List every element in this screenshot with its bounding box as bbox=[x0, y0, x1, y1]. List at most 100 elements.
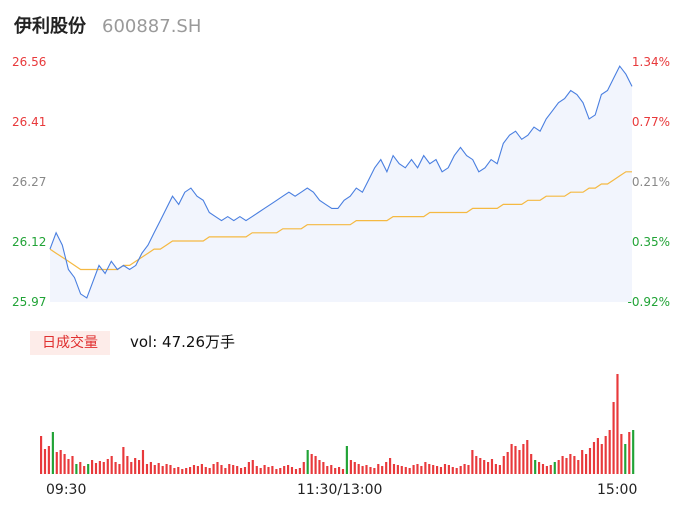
volume-bar bbox=[439, 467, 443, 474]
volume-bar bbox=[326, 466, 329, 474]
volume-bar bbox=[585, 454, 588, 474]
volume-bar bbox=[592, 442, 596, 474]
volume-bar bbox=[110, 456, 113, 474]
volume-bar bbox=[483, 460, 486, 474]
volume-bar bbox=[487, 462, 490, 474]
volume-bar bbox=[494, 464, 497, 474]
volume-bar bbox=[361, 466, 364, 474]
volume-bar bbox=[216, 462, 219, 474]
volume-bar bbox=[463, 464, 466, 474]
y-tick-right-3: 0.21% bbox=[631, 175, 670, 189]
volume-bar bbox=[59, 450, 62, 474]
volume-bar bbox=[408, 468, 411, 474]
volume-bar bbox=[541, 464, 545, 474]
volume-bar bbox=[322, 462, 325, 474]
volume-bar bbox=[573, 456, 576, 474]
volume-bar bbox=[145, 464, 149, 474]
price-area bbox=[50, 66, 632, 302]
volume-bar bbox=[290, 467, 294, 474]
volume-bar bbox=[55, 452, 58, 474]
volume-bar bbox=[392, 464, 396, 474]
volume-bar bbox=[51, 432, 54, 474]
volume-bar bbox=[490, 459, 494, 474]
volume-bar bbox=[447, 465, 450, 474]
volume-bar bbox=[98, 461, 101, 474]
volume-bar bbox=[436, 466, 439, 474]
volume-bar bbox=[416, 464, 419, 474]
volume-bar bbox=[114, 462, 117, 474]
volume-bar bbox=[251, 460, 254, 474]
volume-bar bbox=[259, 468, 262, 474]
volume-bar bbox=[153, 465, 156, 474]
volume-bar bbox=[569, 454, 572, 474]
volume-bar bbox=[200, 464, 203, 474]
volume-bar bbox=[612, 402, 615, 474]
volume-chart bbox=[40, 374, 635, 474]
y-tick-right-4: -0.35% bbox=[627, 235, 670, 249]
volume-bar bbox=[518, 450, 521, 474]
series-price-line bbox=[49, 65, 633, 299]
volume-bar bbox=[236, 466, 239, 474]
volume-bar bbox=[267, 467, 270, 474]
volume-bar bbox=[530, 454, 533, 474]
volume-bar bbox=[432, 465, 435, 474]
volume-bar bbox=[522, 444, 525, 474]
volume-readout: vol: 47.26万手 bbox=[130, 333, 235, 351]
volume-bar bbox=[173, 468, 176, 474]
volume-bar bbox=[94, 463, 98, 474]
volume-bar bbox=[377, 464, 380, 474]
volume-bar bbox=[91, 460, 94, 474]
volume-bar bbox=[232, 465, 235, 474]
volume-bar bbox=[102, 462, 105, 474]
volume-bar bbox=[263, 465, 266, 474]
volume-bar bbox=[357, 464, 360, 474]
volume-bar bbox=[181, 469, 184, 474]
chart-header: 伊利股份 600887.SH bbox=[14, 12, 201, 40]
volume-bar bbox=[228, 464, 231, 474]
volume-bar bbox=[373, 468, 376, 474]
volume-bar bbox=[557, 460, 560, 474]
volume-bar bbox=[455, 468, 458, 474]
volume-bar bbox=[177, 467, 180, 474]
x-tick-midday: 11:30/13:00 bbox=[297, 482, 383, 498]
volume-bar bbox=[577, 460, 580, 474]
volume-tab[interactable]: 日成交量 bbox=[30, 331, 110, 355]
volume-bar bbox=[149, 462, 152, 474]
volume-bar bbox=[385, 462, 388, 474]
volume-bar bbox=[118, 464, 121, 474]
y-tick-left-1: 26.56 bbox=[12, 55, 47, 69]
stock-name: 伊利股份 bbox=[14, 16, 86, 37]
volume-bar bbox=[283, 466, 286, 474]
volume-bar bbox=[345, 446, 348, 474]
volume-bar bbox=[549, 465, 552, 474]
volume-bar bbox=[83, 466, 86, 474]
volume-bar bbox=[306, 450, 309, 474]
volume-bar bbox=[620, 434, 623, 474]
volume-bar bbox=[538, 462, 541, 474]
volume-bar bbox=[510, 444, 513, 474]
volume-bar bbox=[334, 468, 337, 474]
volume-bar bbox=[169, 465, 172, 474]
volume-bar bbox=[600, 444, 603, 474]
volume-bar bbox=[122, 447, 125, 474]
volume-bar bbox=[243, 467, 247, 474]
volume-bar bbox=[189, 467, 192, 474]
volume-bar bbox=[545, 466, 548, 474]
volume-bar bbox=[79, 462, 82, 474]
volume-bar bbox=[157, 463, 160, 474]
volume-bar bbox=[212, 464, 215, 474]
volume-bar bbox=[87, 464, 90, 474]
volume-bar bbox=[204, 467, 207, 474]
volume-bar bbox=[565, 458, 568, 474]
y-tick-right-1: 1.34% bbox=[631, 55, 670, 69]
volume-bar bbox=[138, 460, 141, 474]
series-average-line bbox=[49, 171, 632, 271]
volume-bar bbox=[294, 469, 298, 474]
x-tick-close: 15:00 bbox=[597, 482, 638, 498]
volume-bar bbox=[141, 450, 145, 474]
volume-bar bbox=[220, 465, 223, 474]
volume-bar bbox=[502, 456, 505, 474]
volume-bar bbox=[389, 458, 392, 474]
volume-bar bbox=[353, 462, 356, 474]
volume-bar bbox=[471, 450, 474, 474]
